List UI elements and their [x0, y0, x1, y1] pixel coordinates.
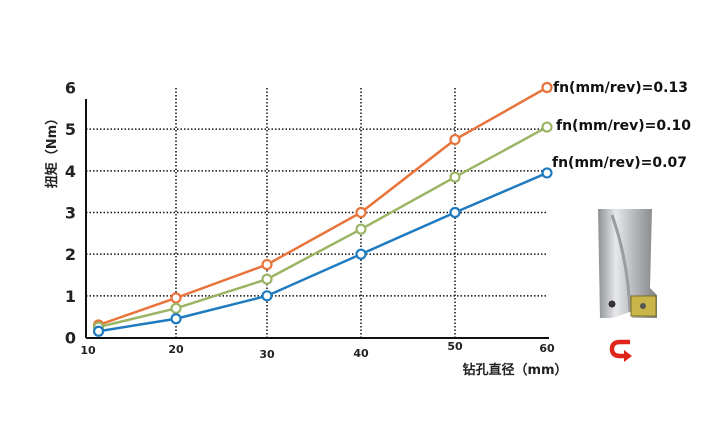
rotation-arrow-icon — [609, 339, 632, 362]
y-tick-label: 1 — [65, 287, 76, 306]
series-line — [92, 81, 553, 331]
x-axis-label: 钻孔直径（mm） — [462, 362, 567, 378]
series-path — [98, 125, 548, 329]
y-axis-label: 扭矩（Nm） — [44, 112, 60, 188]
x-tick-label: 10 — [80, 344, 96, 357]
data-point — [355, 248, 367, 260]
data-point — [541, 121, 553, 133]
data-point — [449, 206, 461, 219]
y-tick-label: 6 — [65, 79, 76, 98]
data-point — [355, 206, 367, 219]
data-point — [541, 167, 553, 179]
drill-image — [598, 209, 657, 318]
data-point — [261, 290, 273, 302]
x-tick-label: 40 — [353, 347, 369, 360]
legend-label: fn(mm/rev)=0.13 — [553, 80, 688, 96]
data-point — [261, 258, 273, 271]
y-tick-label: 0 — [65, 329, 76, 348]
x-tick-label: 60 — [539, 342, 555, 355]
data-point — [449, 133, 461, 146]
series-line — [92, 167, 553, 337]
y-tick-label: 5 — [65, 120, 76, 139]
data-point — [170, 302, 182, 314]
x-tick-label: 20 — [168, 343, 184, 356]
legend-label: fn(mm/rev)=0.10 — [556, 118, 691, 134]
y-tick-label: 2 — [65, 245, 76, 264]
data-point — [170, 292, 182, 304]
data-point — [355, 223, 367, 235]
data-point — [449, 171, 461, 183]
data-point — [92, 325, 105, 337]
x-tick-label: 30 — [259, 348, 275, 361]
legend-label: fn(mm/rev)=0.07 — [552, 155, 687, 171]
y-tick-label: 4 — [65, 162, 76, 181]
data-point — [261, 273, 273, 285]
series-path — [98, 86, 548, 327]
series-path — [98, 171, 548, 333]
y-tick-label: 3 — [65, 204, 76, 223]
data-point — [170, 313, 182, 325]
x-tick-label: 50 — [447, 340, 463, 353]
series-line — [92, 121, 553, 333]
data-point — [541, 81, 553, 94]
